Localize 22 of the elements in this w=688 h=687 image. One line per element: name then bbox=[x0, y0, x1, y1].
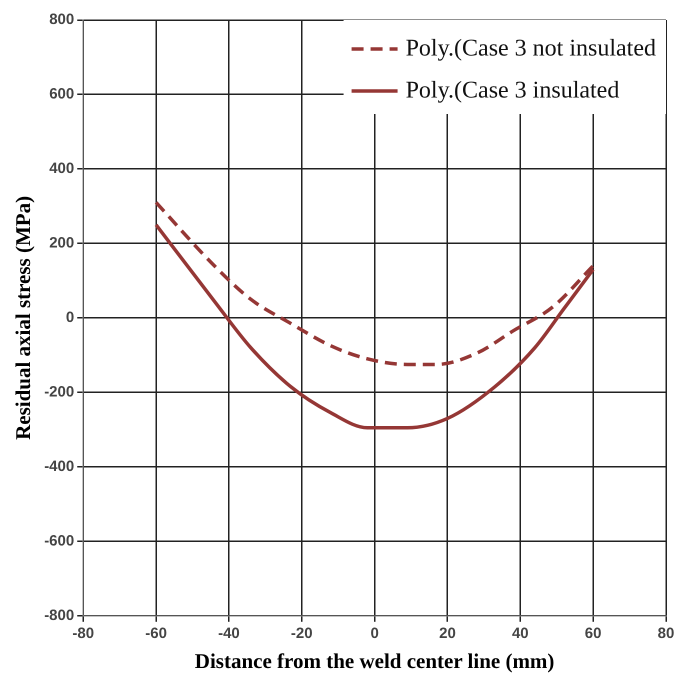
y-axis-title: Residual axial stress (MPa) bbox=[11, 196, 36, 440]
x-tick-label: -20 bbox=[290, 624, 313, 642]
x-tick-label: -40 bbox=[218, 624, 240, 642]
x-tick-label: 60 bbox=[584, 624, 602, 642]
y-tick-label: -400 bbox=[44, 458, 74, 475]
y-tick-label: -800 bbox=[44, 606, 74, 624]
legend-label: Poly.(Case 3 not insulated bbox=[406, 35, 656, 62]
x-tick-label: -60 bbox=[145, 624, 167, 642]
x-tick-label: 0 bbox=[370, 624, 379, 642]
y-tick-label: 0 bbox=[66, 309, 74, 326]
y-tick-label: 200 bbox=[49, 234, 74, 252]
x-axis-title: Distance from the weld center line (mm) bbox=[194, 648, 554, 673]
y-tick-label: 400 bbox=[49, 160, 74, 178]
x-tick-label: -80 bbox=[72, 624, 94, 642]
x-tick-label: 80 bbox=[658, 624, 674, 642]
y-tick-label: -200 bbox=[44, 384, 74, 401]
y-tick-label: 600 bbox=[49, 86, 74, 103]
x-tick-label: 20 bbox=[439, 624, 456, 642]
y-tick-label: -600 bbox=[44, 532, 74, 550]
y-tick-label: 800 bbox=[49, 11, 74, 28]
x-tick-label: 40 bbox=[512, 624, 529, 642]
legend-label: Poly.(Case 3 insulated bbox=[406, 77, 620, 104]
